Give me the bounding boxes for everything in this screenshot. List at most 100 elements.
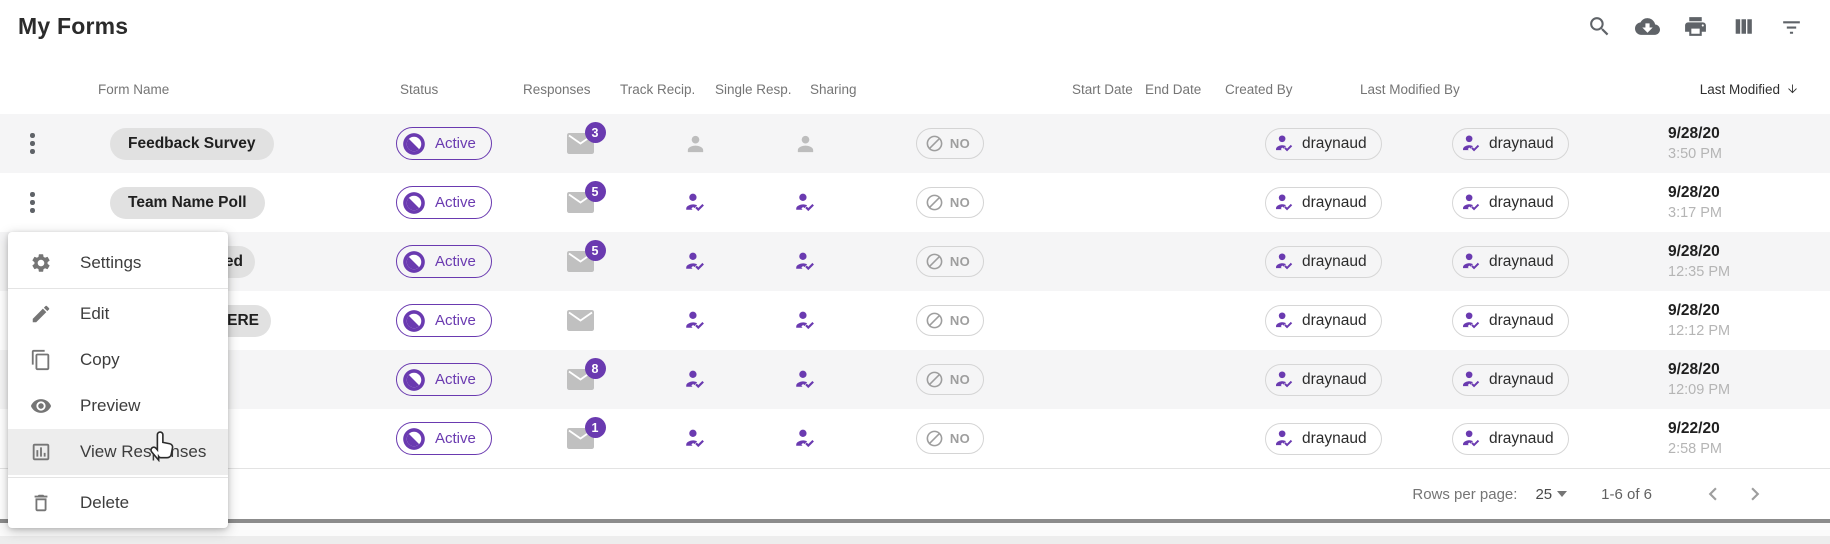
status-label: Active (435, 371, 476, 388)
active-icon (401, 308, 427, 334)
responses-envelope-icon[interactable]: 5 (566, 181, 606, 213)
responses-envelope-icon[interactable]: 3 (566, 122, 606, 154)
copy-icon (30, 349, 52, 371)
last-modified-cell: 9/28/20 3:17 PM (1668, 183, 1722, 223)
created-by-chip: draynaud (1265, 422, 1382, 455)
created-by-label: draynaud (1302, 429, 1367, 447)
created-by-chip: draynaud (1265, 186, 1382, 219)
responses-envelope-icon[interactable]: 8 (566, 358, 606, 390)
next-page-icon[interactable] (1742, 481, 1768, 507)
form-name-chip[interactable]: Feedback Survey (110, 127, 274, 160)
table-row[interactable]: ed Active 5 NO draynaud draynaud 9/28/20… (0, 232, 1830, 291)
person-check-icon (1274, 192, 1295, 213)
row-menu-button[interactable] (24, 186, 41, 219)
search-icon[interactable] (1587, 14, 1612, 39)
responses-envelope-icon[interactable]: 1 (566, 417, 606, 449)
created-by-label: draynaud (1302, 193, 1367, 211)
menu-item-label: Copy (80, 350, 120, 369)
menu-item-copy[interactable]: Copy (8, 337, 228, 383)
table-row[interactable]: Feedback Survey Active 3 NO draynaud dra… (0, 114, 1830, 173)
menu-divider (8, 477, 228, 478)
end-date-cell (1140, 291, 1240, 350)
person-check-icon (1461, 192, 1482, 213)
column-header-responses[interactable]: Responses (523, 81, 591, 97)
toolbar (1587, 14, 1804, 39)
block-icon (926, 253, 943, 270)
form-name-chip[interactable]: Team Name Poll (110, 186, 265, 219)
created-by-label: draynaud (1302, 134, 1367, 152)
single-response-on-icon (794, 309, 817, 332)
filter-list-icon[interactable] (1779, 14, 1804, 39)
last-modified-by-label: draynaud (1489, 429, 1554, 447)
row-menu-button[interactable] (24, 127, 41, 160)
last-modified-time: 3:17 PM (1668, 205, 1722, 222)
column-header-last-modified[interactable]: Last Modified (1700, 82, 1830, 97)
responses-count-badge: 5 (584, 240, 606, 261)
rows-per-page-label: Rows per page: (1412, 485, 1518, 503)
menu-item-label: Edit (80, 304, 110, 323)
track-recipients-on-icon (684, 309, 707, 332)
last-modified-date: 9/28/20 (1668, 301, 1720, 319)
responses-envelope-icon[interactable]: 5 (566, 240, 606, 272)
view-columns-icon[interactable] (1731, 14, 1756, 39)
sort-descending-icon (1788, 84, 1797, 93)
last-modified-cell: 9/22/20 2:58 PM (1668, 419, 1722, 459)
gear-icon (30, 252, 52, 274)
responses-count-badge: 8 (584, 358, 606, 379)
status-label: Active (435, 194, 476, 211)
table-row[interactable]: HERE Active NO draynaud draynaud 9/28/20… (0, 291, 1830, 350)
person-check-icon (1274, 310, 1295, 331)
track-recipients-off-icon (684, 132, 707, 155)
menu-item-settings[interactable]: Settings (8, 240, 228, 286)
column-header-end-date[interactable]: End Date (1145, 81, 1202, 97)
cloud-download-icon[interactable] (1635, 14, 1660, 39)
start-date-cell (1040, 114, 1140, 173)
last-modified-time: 12:35 PM (1668, 264, 1731, 281)
menu-item-view-responses[interactable]: View Responses (8, 429, 228, 475)
table-row[interactable]: Team Name Poll Active 5 NO draynaud dray… (0, 173, 1830, 232)
table-row[interactable]: Active 8 NO draynaud draynaud 9/28/20 12:… (0, 350, 1830, 409)
menu-item-label: Settings (80, 253, 142, 272)
table-header-row: Form Name Status Responses Track Recip. … (0, 74, 1830, 104)
table-row[interactable]: Active 1 NO draynaud draynaud 9/22/20 2:5… (0, 409, 1830, 468)
column-header-track-recip[interactable]: Track Recip. (620, 81, 696, 97)
status-badge: Active (396, 186, 492, 219)
sharing-label: NO (949, 372, 971, 387)
previous-page-icon[interactable] (1700, 481, 1726, 507)
column-header-sharing[interactable]: Sharing (810, 81, 857, 97)
single-response-on-icon (794, 427, 817, 450)
column-header-single-resp[interactable]: Single Resp. (715, 81, 792, 97)
single-response-on-icon (794, 191, 817, 214)
last-modified-by-label: draynaud (1489, 370, 1554, 388)
status-badge: Active (396, 363, 492, 396)
menu-item-preview[interactable]: Preview (8, 383, 228, 429)
sharing-badge: NO (915, 423, 985, 454)
column-header-last-modified-label: Last Modified (1699, 81, 1780, 97)
column-header-start-date[interactable]: Start Date (1072, 81, 1133, 97)
created-by-label: draynaud (1302, 311, 1367, 329)
start-date-cell (1040, 350, 1140, 409)
menu-item-edit[interactable]: Edit (8, 291, 228, 337)
print-icon[interactable] (1683, 14, 1708, 39)
active-icon (401, 367, 427, 393)
responses-count-badge: 1 (584, 417, 606, 438)
status-badge: Active (396, 422, 492, 455)
column-header-last-modified-by[interactable]: Last Modified By (1360, 81, 1460, 97)
single-response-off-icon (794, 132, 817, 155)
last-modified-date: 9/28/20 (1668, 360, 1720, 378)
sharing-label: NO (949, 195, 971, 210)
rows-per-page-select[interactable]: 25 (1535, 486, 1568, 503)
block-icon (926, 430, 943, 447)
last-modified-by-label: draynaud (1489, 311, 1554, 329)
column-header-form-name[interactable]: Form Name (98, 81, 170, 97)
person-check-icon (1274, 251, 1295, 272)
start-date-cell (1040, 291, 1140, 350)
block-icon (926, 135, 943, 152)
column-header-created-by[interactable]: Created By (1225, 81, 1293, 97)
table-footer: Rows per page: 25 1-6 of 6 (0, 468, 1830, 519)
menu-item-delete[interactable]: Delete (8, 480, 228, 526)
column-header-status[interactable]: Status (400, 81, 439, 97)
start-date-cell (1040, 409, 1140, 468)
responses-envelope-icon[interactable] (566, 310, 594, 331)
